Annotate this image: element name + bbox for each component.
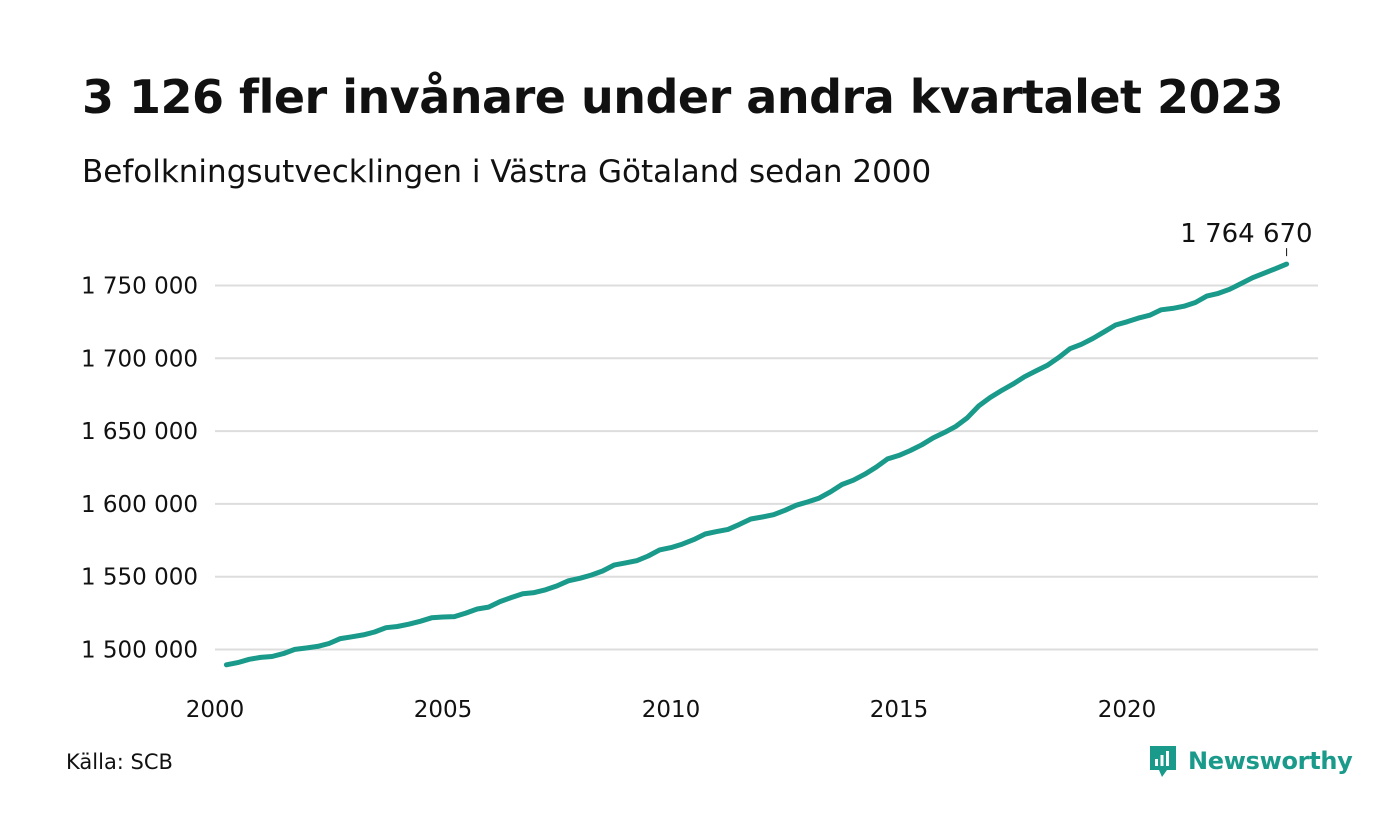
y-tick-label: 1 700 000 bbox=[81, 346, 198, 372]
y-tick-label: 1 650 000 bbox=[81, 419, 198, 445]
x-tick-label: 2010 bbox=[642, 697, 701, 723]
annotation-layer: 1 764 670 bbox=[1180, 219, 1313, 257]
population-series-line bbox=[223, 261, 1290, 668]
brand-logo[interactable]: Newsworthy bbox=[1148, 744, 1353, 778]
y-tick-label: 1 500 000 bbox=[81, 638, 198, 664]
x-axis-labels: 2000 2005 2010 2015 2020 bbox=[186, 697, 1157, 723]
x-tick-label: 2015 bbox=[870, 697, 929, 723]
y-tick-label: 1 750 000 bbox=[81, 274, 198, 300]
x-tick-label: 2005 bbox=[414, 697, 473, 723]
series-layer bbox=[223, 261, 1290, 668]
brand-name: Newsworthy bbox=[1188, 747, 1353, 775]
y-tick-label: 1 550 000 bbox=[81, 565, 198, 591]
chart-subtitle: Befolkningsutvecklingen i Västra Götalan… bbox=[82, 154, 932, 190]
x-tick-label: 2020 bbox=[1098, 697, 1157, 723]
grid-lines bbox=[215, 284, 1318, 651]
newsworthy-chart-bubble-icon bbox=[1150, 746, 1176, 777]
end-value-label: 1 764 670 bbox=[1180, 219, 1312, 249]
chart-title: 3 126 fler invånare under andra kvartale… bbox=[82, 70, 1284, 124]
y-axis-labels: 1 500 000 1 550 000 1 600 000 1 650 000 1 70… bbox=[81, 274, 198, 664]
y-tick-label: 1 600 000 bbox=[81, 492, 198, 518]
source-note: Källa: SCB bbox=[66, 750, 173, 774]
x-tick-label: 2000 bbox=[186, 697, 245, 723]
